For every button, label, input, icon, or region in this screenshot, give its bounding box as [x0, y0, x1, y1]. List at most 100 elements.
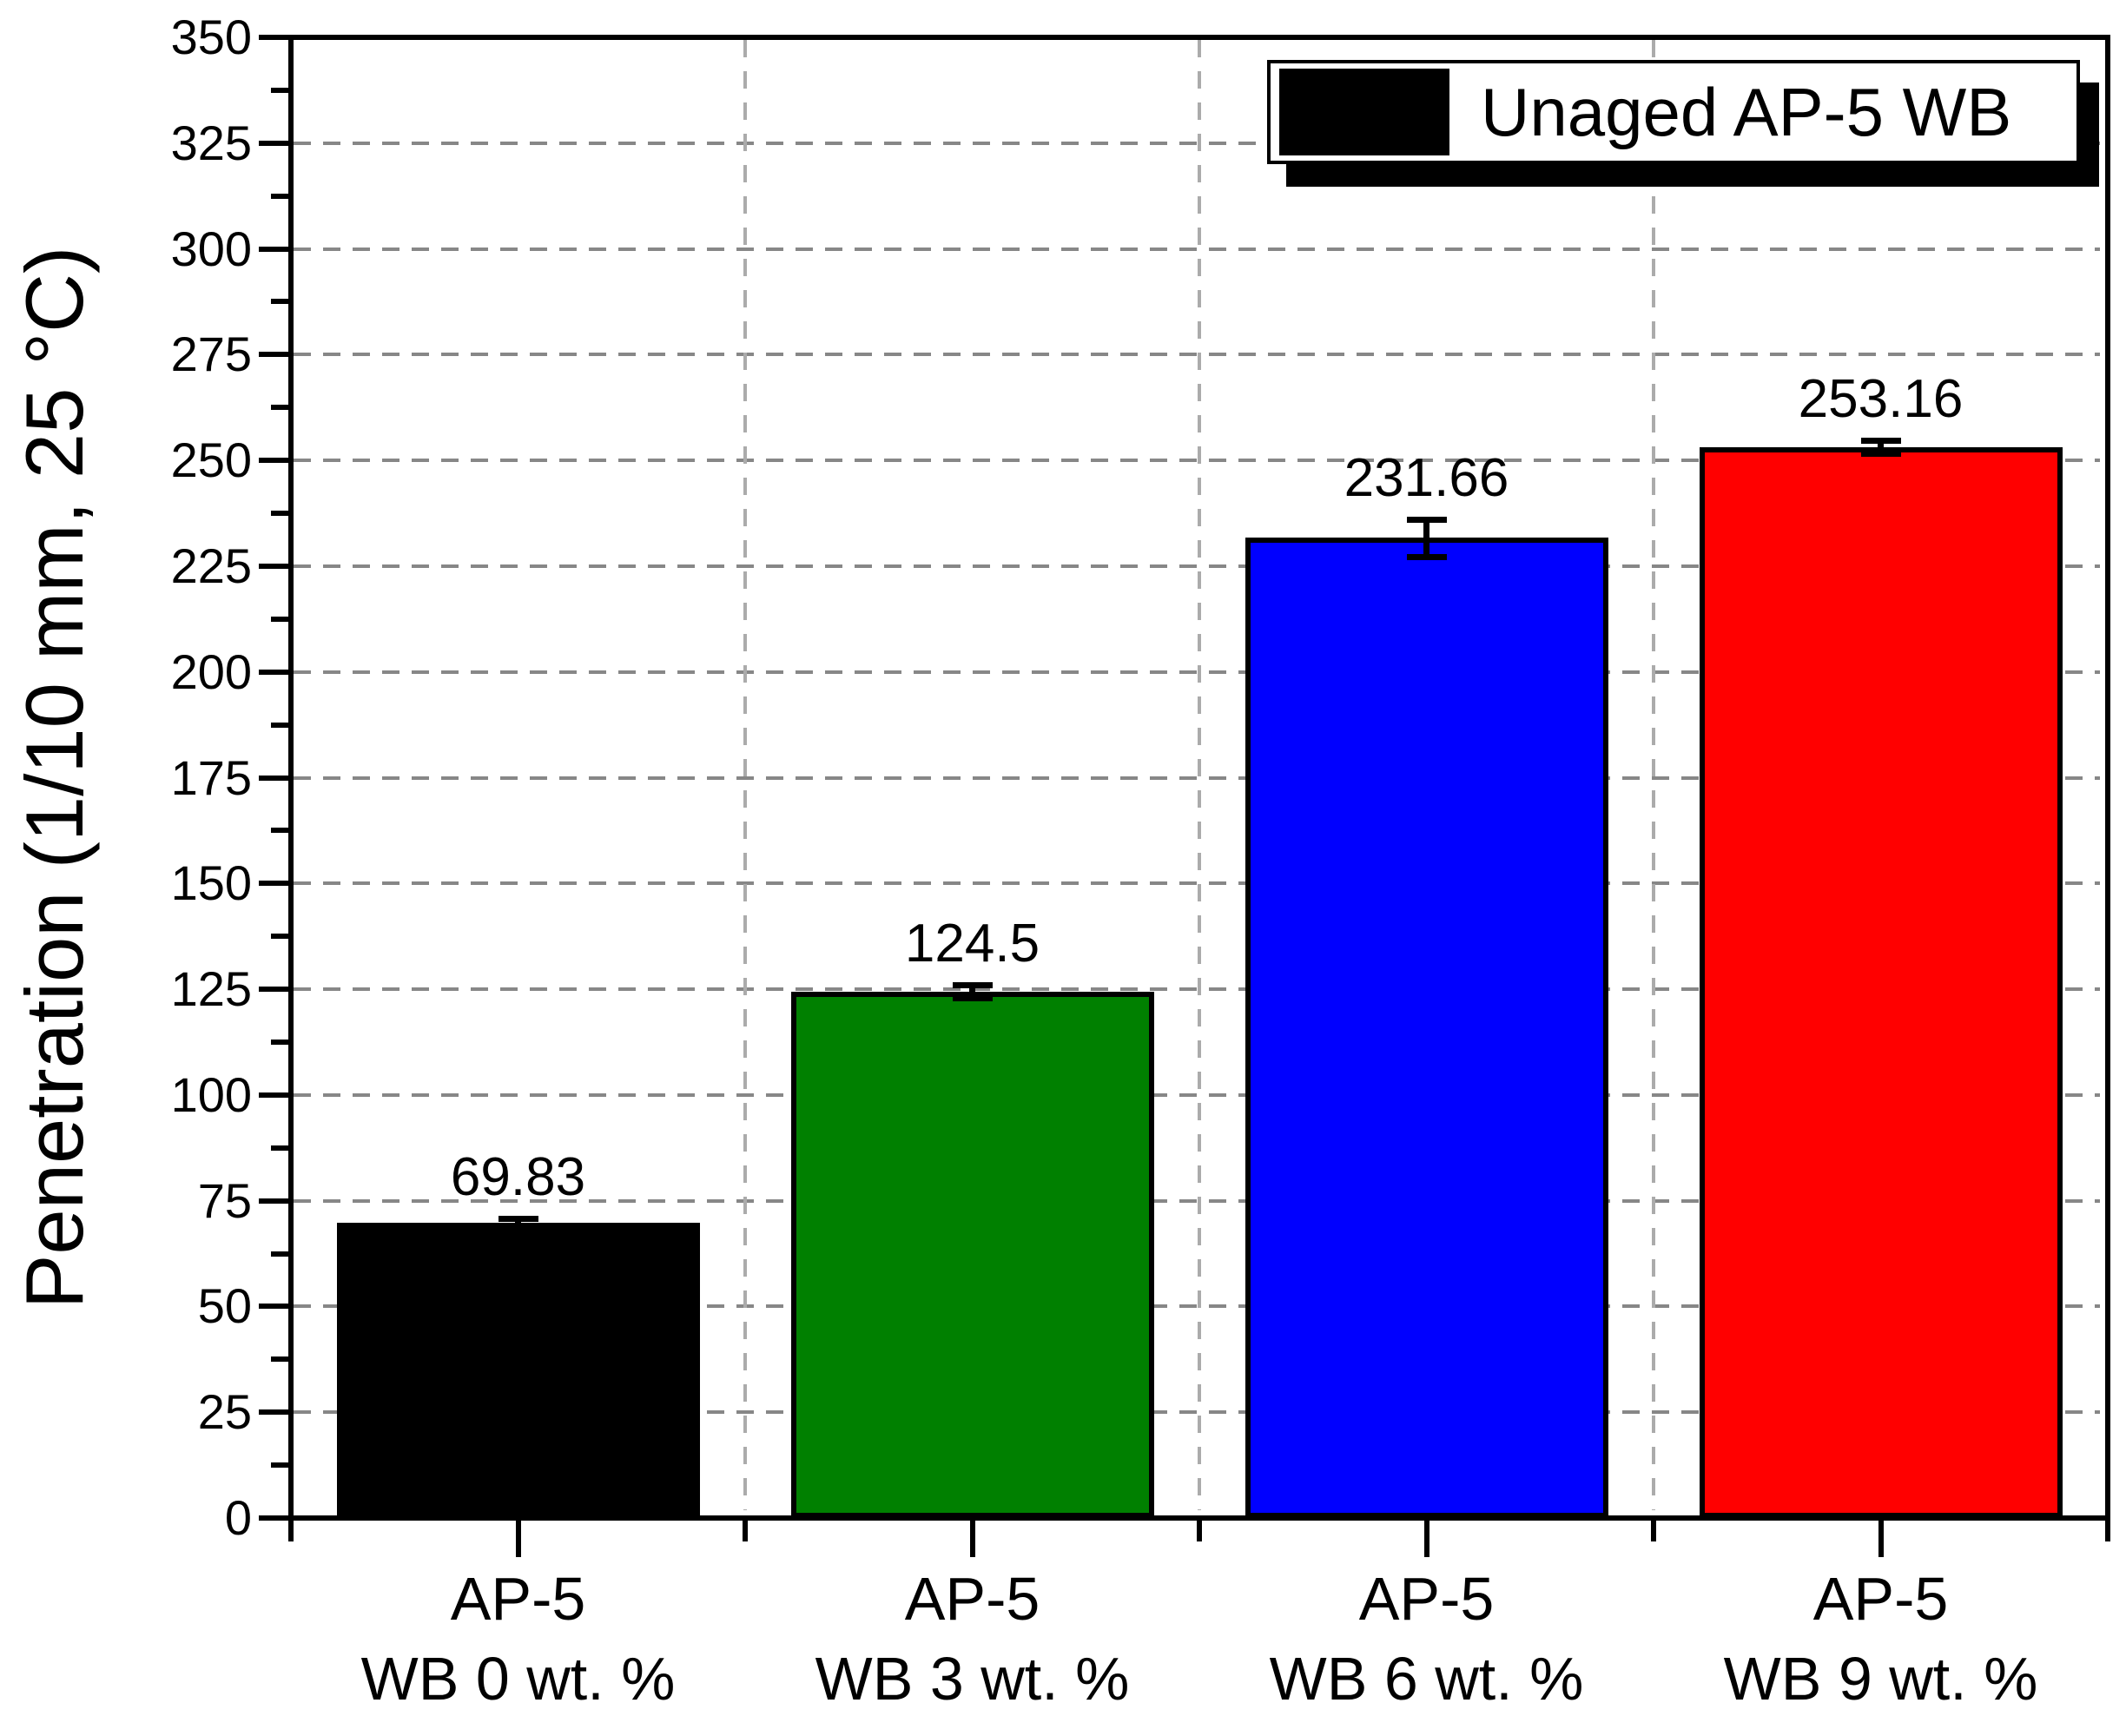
y-major-tick [259, 1515, 288, 1521]
x-category-label-line: AP-5 [1358, 1565, 1495, 1633]
y-tick-label: 350 [170, 10, 252, 64]
error-bar-line [515, 1218, 521, 1227]
x-minor-tick [1651, 1521, 1656, 1541]
y-tick-label: 50 [197, 1278, 252, 1334]
legend-swatch [1279, 69, 1449, 155]
y-gridline [294, 141, 2100, 145]
y-tick-label: 275 [170, 327, 252, 382]
error-bar-cap [498, 1224, 538, 1231]
error-bar-cap [1406, 554, 1447, 561]
error-bar-line [1423, 518, 1429, 558]
y-tick-label: 225 [170, 538, 252, 593]
y-major-tick [259, 1304, 288, 1310]
y-gridline [294, 247, 2100, 251]
bar [1245, 538, 1608, 1518]
error-bar-cap [952, 982, 993, 989]
x-boundary-gridline [1198, 40, 1201, 1510]
y-minor-tick [271, 1251, 288, 1257]
error-bar-cap [1860, 451, 1901, 458]
x-category-label: AP-5 WB 0 wt. % [215, 1559, 822, 1719]
y-minor-tick [271, 87, 288, 93]
y-major-tick [259, 881, 288, 887]
y-major-tick [259, 987, 288, 993]
y-tick-label: 300 [170, 221, 252, 276]
x-boundary-gridline [1652, 40, 1655, 1510]
y-minor-tick [271, 1145, 288, 1151]
error-bar-cap [498, 1215, 538, 1222]
x-category-label-line: WB 3 wt. % [815, 1645, 1130, 1713]
y-major-tick [259, 246, 288, 252]
y-tick-label: 75 [197, 1172, 252, 1228]
bar-value-label: 69.83 [450, 1146, 586, 1207]
x-minor-tick [288, 1521, 294, 1541]
y-gridline [294, 670, 2100, 674]
y-minor-tick [271, 1356, 288, 1363]
y-major-tick [259, 352, 288, 358]
bar-value-label: 231.66 [1344, 447, 1509, 508]
y-major-tick [259, 1198, 288, 1204]
y-major-tick [259, 775, 288, 781]
bar-value-label: 124.5 [904, 914, 1040, 974]
x-minor-tick [743, 1521, 748, 1541]
x-category-label-line: WB 6 wt. % [1269, 1645, 1584, 1713]
x-major-tick [1878, 1521, 1884, 1557]
y-major-tick [259, 35, 288, 40]
y-minor-tick [271, 511, 288, 517]
y-minor-tick [271, 1039, 288, 1045]
x-category-label: AP-5 WB 3 wt. % [669, 1559, 1277, 1719]
y-major-tick [259, 1092, 288, 1098]
legend: Unaged AP-5 WB [1267, 60, 2080, 164]
y-major-tick [259, 563, 288, 569]
x-category-label-line: WB 9 wt. % [1723, 1645, 2038, 1713]
x-category-label-line: AP-5 [904, 1565, 1040, 1633]
y-minor-tick [271, 299, 288, 305]
x-major-tick [969, 1521, 975, 1557]
y-minor-tick [271, 405, 288, 411]
y-minor-tick [271, 722, 288, 728]
y-gridline [294, 1092, 2100, 1097]
y-tick-label: 200 [170, 644, 252, 699]
error-bar-cap [1406, 516, 1447, 523]
y-minor-tick [271, 934, 288, 940]
y-gridline [294, 459, 2100, 463]
y-tick-label: 25 [197, 1384, 252, 1440]
y-minor-tick [271, 193, 288, 199]
y-tick-label: 150 [170, 855, 252, 911]
bar-value-label: 253.16 [1798, 369, 1964, 430]
x-category-label: AP-5 WB 9 wt. % [1577, 1559, 2126, 1719]
y-tick-label: 250 [170, 432, 252, 488]
y-major-tick [259, 1409, 288, 1416]
y-minor-tick [271, 828, 288, 834]
x-major-tick [515, 1521, 521, 1557]
y-tick-label: 125 [170, 961, 252, 1017]
error-bar-line [1878, 440, 1884, 454]
y-minor-tick [271, 1462, 288, 1469]
y-gridline [294, 881, 2100, 886]
x-category-label-line: AP-5 [1812, 1565, 1949, 1633]
x-category-label-line: WB 0 wt. % [360, 1645, 676, 1713]
y-major-tick [259, 140, 288, 146]
y-axis-title: Penetration (1/10 mm, 25 °C) [9, 246, 100, 1310]
y-major-tick [259, 669, 288, 675]
bar [790, 991, 1154, 1518]
x-minor-tick [2105, 1521, 2110, 1541]
y-gridline [294, 1198, 2100, 1203]
x-category-label: AP-5 WB 6 wt. % [1123, 1559, 1731, 1719]
legend-label: Unaged AP-5 WB [1481, 73, 2012, 150]
y-tick-label: 175 [170, 749, 252, 805]
y-gridline [294, 1410, 2100, 1415]
y-tick-label: 325 [170, 115, 252, 170]
y-tick-label: 0 [224, 1490, 252, 1545]
y-gridline [294, 776, 2100, 780]
error-bar-cap [1860, 438, 1901, 445]
y-gridline [294, 353, 2100, 357]
x-major-tick [1423, 1521, 1429, 1557]
y-minor-tick [271, 616, 288, 622]
x-minor-tick [1197, 1521, 1202, 1541]
error-bar-cap [952, 994, 993, 1001]
y-tick-label: 100 [170, 1066, 252, 1122]
bar [1699, 446, 2063, 1518]
y-gridline [294, 564, 2100, 568]
y-major-tick [259, 458, 288, 464]
